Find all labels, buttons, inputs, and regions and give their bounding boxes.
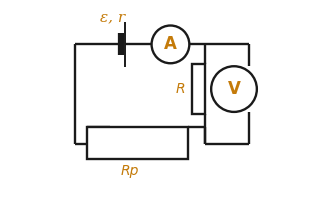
Bar [87, 127, 188, 159]
Text: R: R [176, 82, 186, 96]
Circle shape [152, 26, 189, 63]
Text: ε, r: ε, r [100, 11, 126, 25]
Circle shape [211, 66, 257, 112]
Bar [192, 64, 205, 114]
Text: Rp: Rp [121, 164, 139, 178]
Text: A: A [164, 35, 177, 53]
Text: V: V [228, 80, 240, 98]
